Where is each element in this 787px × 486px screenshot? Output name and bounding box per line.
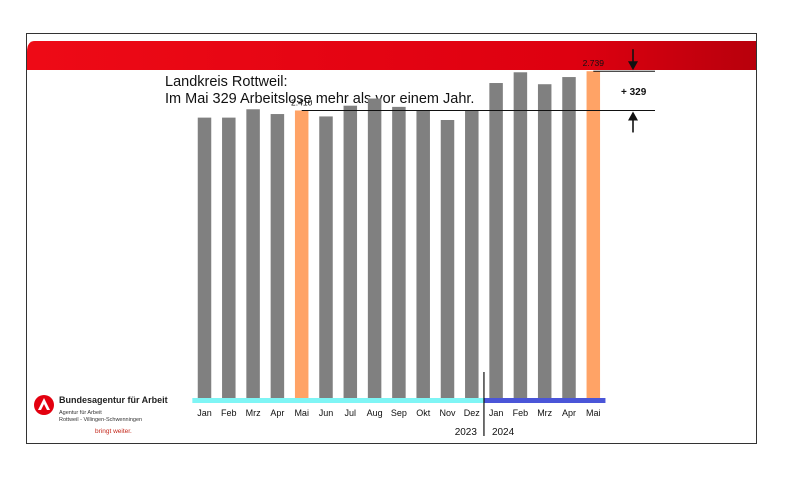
slide: Landkreis Rottweil: Im Mai 329 Arbeitslo… (26, 33, 757, 444)
year-label-2023: 2023 (455, 427, 478, 438)
x-tick-label-7: Aug (367, 408, 383, 418)
bar-6 (343, 105, 358, 399)
x-tick-label-0: Jan (197, 408, 212, 418)
chart-title-line2: Im Mai 329 Arbeitslose mehr als vor eine… (165, 91, 475, 107)
bar-7 (367, 98, 382, 398)
x-tick-label-13: Feb (513, 408, 529, 418)
x-tick-label-16: Mai (586, 408, 601, 418)
x-tick-label-6: Jul (345, 408, 357, 418)
agency-slogan: bringt weiter. (95, 428, 132, 435)
bar-3 (270, 114, 285, 398)
bar-12 (489, 83, 503, 398)
bar-1 (222, 117, 236, 398)
x-tick-label-1: Feb (221, 408, 237, 418)
year-label-2024: 2024 (492, 427, 515, 438)
bar-13 (513, 72, 528, 398)
arrow-down-icon (628, 61, 638, 71)
agency-logo-icon (34, 395, 54, 415)
bar-chart: 2.410 2.739 Jan Feb Mrz Apr Mai Jun Jul Aug Sep Ok… (192, 49, 655, 438)
x-tick-label-12: Jan (489, 408, 504, 418)
x-tick-label-10: Nov (439, 408, 456, 418)
bars-group (197, 71, 601, 399)
bar-8 (392, 106, 406, 399)
arrow-up-icon (628, 111, 638, 121)
bar-16 (586, 71, 601, 398)
x-tick-label-9: Okt (416, 408, 431, 418)
x-tick-label-4: Mai (294, 408, 309, 418)
data-label-16: 2.739 (583, 58, 605, 68)
bar-9 (416, 110, 430, 398)
x-tick-label-15: Apr (562, 408, 576, 418)
x-tick-label-5: Jun (319, 408, 334, 418)
bar-2 (246, 109, 260, 398)
bar-15 (562, 77, 576, 398)
chart-title-line1: Landkreis Rottweil: (165, 74, 288, 90)
agency-sub2: Rottweil - Villingen-Schwenningen (59, 417, 143, 423)
year-band-2023 (192, 398, 484, 403)
x-tick-label-2: Mrz (246, 408, 261, 418)
data-label-4: 2.410 (291, 97, 313, 107)
data-labels-group: 2.410 2.739 (291, 58, 604, 107)
agency-logo: Bundesagentur für Arbeit Agentur für Arb… (33, 394, 183, 440)
header-banner (27, 41, 756, 70)
agency-sub1: Agentur für Arbeit (59, 410, 102, 416)
x-tick-label-3: Apr (270, 408, 284, 418)
bar-11 (465, 110, 479, 398)
bar-10 (440, 120, 455, 398)
bar-4 (294, 110, 309, 398)
bar-14 (537, 84, 552, 398)
x-tick-label-8: Sep (391, 408, 407, 418)
x-tick-label-11: Dez (464, 408, 481, 418)
difference-annotation: + 329 (301, 49, 655, 133)
bar-0 (197, 117, 212, 398)
x-tick-label-14: Mrz (537, 408, 552, 418)
agency-name: Bundesagentur für Arbeit (59, 395, 168, 405)
difference-label: + 329 (621, 87, 647, 98)
year-band-2024 (483, 398, 606, 403)
x-axis: Jan Feb Mrz Apr Mai Jun Jul Aug Sep Okt Nov Dez Jan F… (192, 372, 606, 438)
bar-5 (319, 116, 333, 399)
